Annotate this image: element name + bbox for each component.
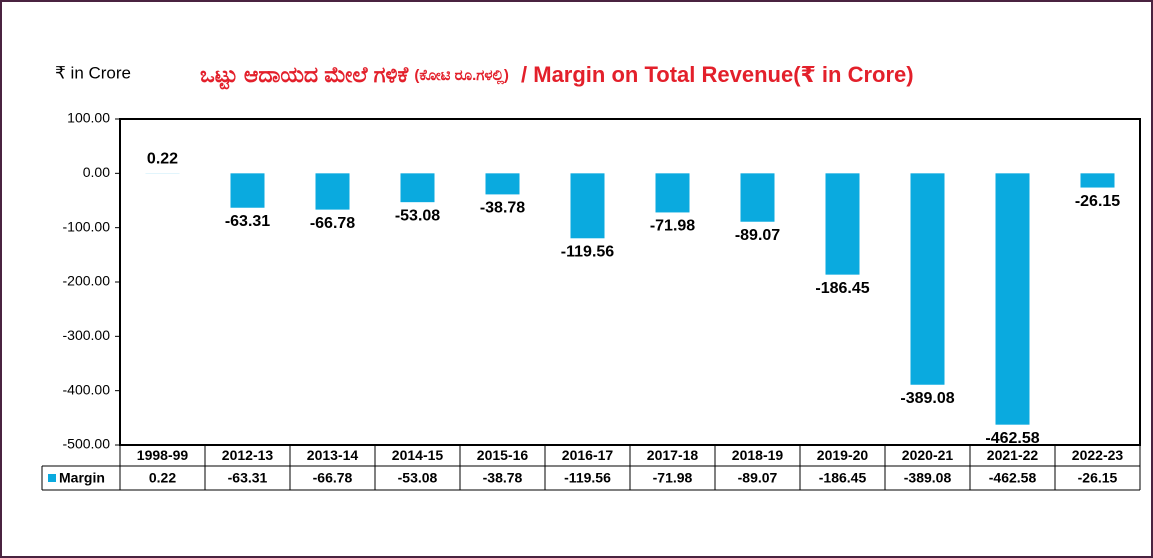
- data-label: -63.31: [225, 213, 270, 230]
- y-tick-label: -200.00: [63, 273, 111, 289]
- table-value: -186.45: [819, 470, 867, 486]
- x-tick-label: 2020-21: [902, 447, 954, 463]
- table-value: -53.08: [398, 470, 438, 486]
- table-value: -66.78: [313, 470, 353, 486]
- data-label: -119.56: [561, 244, 614, 261]
- y-tick-label: -400.00: [63, 381, 111, 397]
- x-tick-label: 2012-13: [222, 447, 274, 463]
- bar: [570, 173, 605, 239]
- table-value: -63.31: [228, 470, 268, 486]
- bar: [1080, 173, 1115, 188]
- y-tick-label: 100.00: [67, 110, 110, 126]
- table-value: -89.07: [738, 470, 778, 486]
- bar: [230, 173, 265, 208]
- title-english: / Margin on Total Revenue(₹ in Crore): [521, 62, 914, 87]
- data-label: -53.08: [395, 207, 440, 224]
- x-tick-label: 2022-23: [1072, 447, 1124, 463]
- title-unit: (ಕೋಟಿ ರೂ.ಗಳಲ್ಲಿ): [414, 67, 508, 85]
- bar: [995, 173, 1030, 425]
- chart-title: ಒಟ್ಟು ಆದಾಯದ ಮೇಲೆ ಗಳಿಕೆ (ಕೋಟಿ ರೂ.ಗಳಲ್ಲಿ) …: [200, 62, 914, 90]
- table-value: -462.58: [989, 470, 1037, 486]
- data-label: 0.22: [147, 150, 178, 167]
- title-main: ಒಟ್ಟು ಆದಾಯದ ಮೇಲೆ ಗಳಿಕೆ: [200, 62, 409, 90]
- bar: [485, 173, 520, 195]
- y-tick-label: -100.00: [63, 218, 111, 234]
- bar: [825, 173, 860, 275]
- data-label: -38.78: [480, 200, 525, 217]
- bar: [655, 173, 690, 213]
- table-value: -389.08: [904, 470, 952, 486]
- table-value: -38.78: [483, 470, 523, 486]
- y-tick-label: 0.00: [83, 164, 110, 180]
- x-tick-label: 2019-20: [817, 447, 869, 463]
- legend-key: [48, 474, 56, 482]
- y-tick-label: -300.00: [63, 327, 111, 343]
- x-tick-label: 2021-22: [987, 447, 1039, 463]
- x-tick-label: 2015-16: [477, 447, 529, 463]
- x-tick-label: 1998-99: [137, 447, 189, 463]
- x-tick-label: 2017-18: [647, 447, 699, 463]
- data-label: -462.58: [985, 430, 1039, 447]
- x-tick-label: 2014-15: [392, 447, 444, 463]
- y-axis-label: ₹ in Crore: [55, 63, 131, 82]
- data-label: -66.78: [310, 215, 355, 232]
- bar: [400, 173, 435, 203]
- table-value: -119.56: [564, 470, 611, 486]
- data-label: -389.08: [900, 390, 954, 407]
- x-tick-label: 2018-19: [732, 447, 784, 463]
- legend-label: Margin: [59, 470, 105, 486]
- data-label: -186.45: [815, 280, 869, 297]
- table-value: 0.22: [149, 470, 176, 486]
- bar: [315, 173, 350, 210]
- x-tick-label: 2013-14: [307, 447, 359, 463]
- data-label: -26.15: [1075, 193, 1120, 210]
- data-label: -71.98: [650, 218, 695, 235]
- data-label: -89.07: [735, 227, 780, 244]
- x-tick-label: 2016-17: [562, 447, 614, 463]
- bar: [740, 173, 775, 222]
- bar: [910, 173, 945, 385]
- table-value: -26.15: [1078, 470, 1118, 486]
- y-tick-label: -500.00: [63, 436, 111, 452]
- table-value: -71.98: [653, 470, 693, 486]
